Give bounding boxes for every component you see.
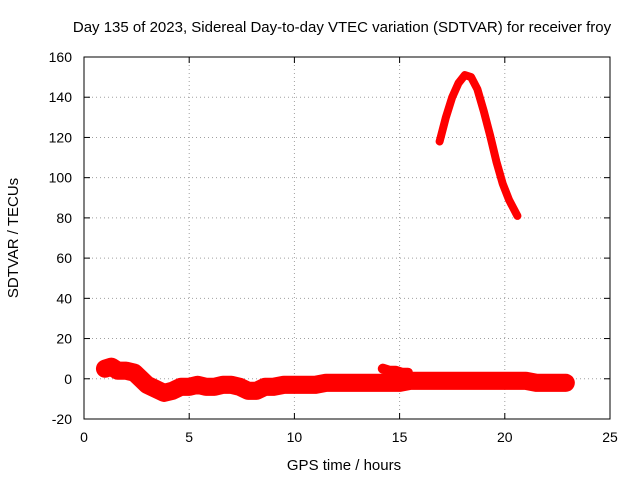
data-point bbox=[428, 377, 435, 384]
data-point bbox=[312, 381, 319, 388]
data-point bbox=[407, 377, 414, 384]
data-point bbox=[211, 383, 218, 390]
data-point bbox=[186, 383, 193, 390]
data-point bbox=[114, 367, 121, 374]
x-tick-label: 20 bbox=[497, 429, 513, 445]
x-tick-label: 0 bbox=[80, 429, 88, 445]
grid-lines bbox=[84, 57, 610, 419]
data-point bbox=[543, 379, 550, 386]
data-point bbox=[449, 377, 456, 384]
x-axis-label: GPS time / hours bbox=[287, 457, 401, 474]
y-tick-label: 20 bbox=[56, 331, 72, 347]
data-point bbox=[438, 377, 445, 384]
axis-ticks: 0 5 10 15 20 25 -20 0 20 40 60 80 100 120 140 160 bbox=[49, 49, 618, 445]
data-point bbox=[379, 365, 386, 372]
data-point bbox=[219, 381, 226, 388]
data-point bbox=[123, 367, 130, 374]
data-point bbox=[493, 158, 500, 165]
y-tick-label: 160 bbox=[49, 49, 73, 65]
data-point bbox=[131, 369, 138, 376]
data-point bbox=[144, 381, 151, 388]
data-point bbox=[461, 72, 468, 79]
data-point bbox=[468, 74, 475, 81]
data-point bbox=[491, 377, 498, 384]
data-point bbox=[455, 80, 462, 87]
y-tick-label: 100 bbox=[49, 170, 73, 186]
y-tick-label: 120 bbox=[49, 129, 73, 145]
data-point bbox=[137, 375, 144, 382]
data-series bbox=[95, 71, 575, 402]
data-point bbox=[562, 379, 569, 386]
data-point bbox=[436, 138, 443, 145]
data-point bbox=[228, 381, 235, 388]
data-point bbox=[396, 379, 403, 386]
data-point bbox=[333, 379, 340, 386]
data-point bbox=[487, 132, 494, 139]
data-point bbox=[152, 385, 159, 392]
data-point bbox=[480, 108, 487, 115]
data-point bbox=[169, 387, 176, 394]
y-tick-label: 0 bbox=[64, 371, 72, 387]
data-point bbox=[375, 379, 382, 386]
data-point bbox=[554, 379, 561, 386]
data-point bbox=[386, 367, 393, 374]
data-point bbox=[417, 377, 424, 384]
data-point bbox=[459, 377, 466, 384]
data-point bbox=[280, 381, 287, 388]
data-point bbox=[392, 367, 399, 374]
chart-title: Day 135 of 2023, Sidereal Day-to-day VTE… bbox=[73, 19, 612, 36]
data-point bbox=[386, 379, 393, 386]
data-point bbox=[442, 114, 449, 121]
y-tick-label: 40 bbox=[56, 290, 72, 306]
y-tick-label: 60 bbox=[56, 250, 72, 266]
data-point bbox=[499, 180, 506, 187]
data-point bbox=[301, 381, 308, 388]
data-point bbox=[522, 377, 529, 384]
y-tick-label: 140 bbox=[49, 89, 73, 105]
data-point bbox=[236, 383, 243, 390]
data-point bbox=[194, 381, 201, 388]
data-point bbox=[253, 387, 260, 394]
data-point bbox=[398, 369, 405, 376]
data-point bbox=[533, 379, 540, 386]
data-point bbox=[261, 383, 268, 390]
x-tick-label: 25 bbox=[602, 429, 618, 445]
data-point bbox=[108, 363, 115, 370]
data-point bbox=[245, 387, 252, 394]
plot-frame bbox=[83, 56, 611, 420]
data-point bbox=[506, 196, 512, 203]
x-tick-label: 10 bbox=[287, 429, 303, 445]
series-band bbox=[435, 71, 522, 220]
data-point bbox=[161, 389, 167, 396]
x-tick-label: 15 bbox=[392, 429, 408, 445]
data-point bbox=[344, 379, 350, 386]
data-point bbox=[405, 369, 411, 376]
data-point bbox=[470, 377, 477, 384]
data-point bbox=[514, 212, 521, 219]
data-point bbox=[449, 94, 456, 101]
y-axis-label: SDTVAR / TECUs bbox=[5, 178, 22, 298]
data-point bbox=[474, 86, 481, 93]
data-point bbox=[501, 377, 508, 384]
data-point bbox=[512, 377, 519, 384]
data-point bbox=[365, 379, 371, 386]
data-point bbox=[177, 383, 184, 390]
data-point bbox=[323, 379, 329, 386]
data-point bbox=[203, 383, 209, 390]
data-point bbox=[102, 365, 108, 372]
series-band bbox=[95, 357, 575, 402]
data-point bbox=[354, 379, 361, 386]
data-point bbox=[480, 377, 487, 384]
data-point bbox=[270, 383, 277, 390]
y-tick-label: 80 bbox=[56, 210, 72, 226]
data-point bbox=[291, 381, 298, 388]
y-tick-label: -20 bbox=[52, 411, 72, 427]
x-tick-label: 5 bbox=[185, 429, 193, 445]
